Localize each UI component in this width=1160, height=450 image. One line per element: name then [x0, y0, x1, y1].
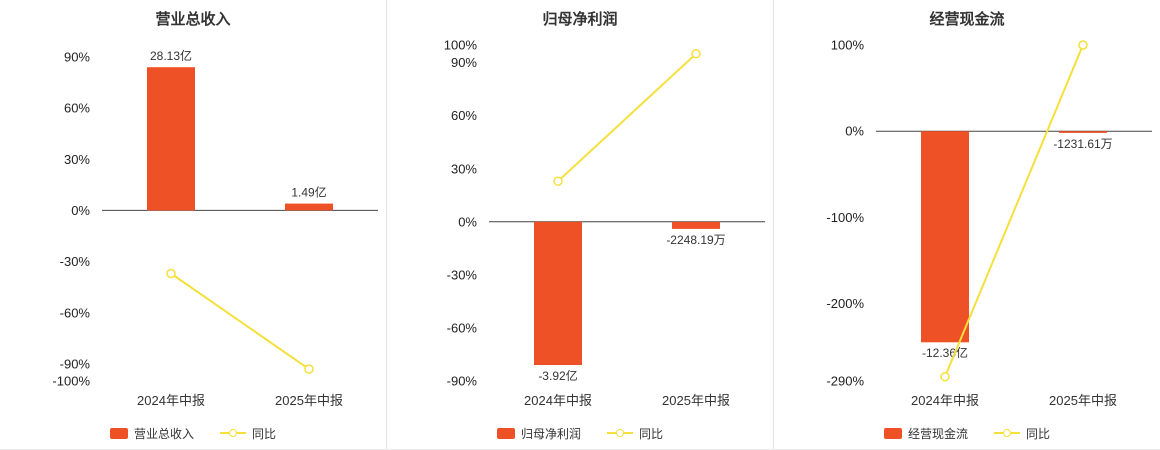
- svg-text:90%: 90%: [451, 55, 477, 70]
- legend-net-profit: 归母净利润 同比: [496, 421, 663, 445]
- svg-text:2025年中报: 2025年中报: [275, 393, 343, 408]
- svg-text:-290%: -290%: [826, 374, 864, 389]
- svg-text:2024年中报: 2024年中报: [524, 393, 592, 408]
- svg-text:-60%: -60%: [60, 305, 91, 320]
- line-marker-icon: [607, 428, 633, 437]
- legend-operating-cash-flow: 经营现金流 同比: [883, 421, 1050, 445]
- legend-item-revenue-bar[interactable]: 营业总收入: [109, 425, 194, 442]
- net-profit-chart[interactable]: 100% 90% 60% 30% 0% -30% -60% -90% -3.92亿 -2248.1…: [387, 29, 773, 421]
- svg-text:0%: 0%: [458, 214, 477, 229]
- svg-text:2025年中报: 2025年中报: [662, 393, 730, 408]
- line-marker-icon: [994, 428, 1020, 437]
- legend-label-yoy: 同比: [252, 426, 277, 441]
- legend-item-net-profit-yoy[interactable]: 同比: [607, 425, 663, 442]
- svg-text:2025年中报: 2025年中报: [1049, 393, 1117, 408]
- svg-text:60%: 60%: [64, 101, 90, 116]
- svg-text:-200%: -200%: [826, 296, 864, 311]
- svg-text:2024年中报: 2024年中报: [911, 393, 979, 408]
- svg-text:-3.92亿: -3.92亿: [538, 368, 577, 383]
- panel-net-profit: 归母净利润 100% 90% 60% 30% 0% -30% -60% -90% -3.92亿 -…: [386, 0, 773, 449]
- svg-text:90%: 90%: [64, 49, 90, 64]
- svg-text:30%: 30%: [64, 152, 90, 167]
- svg-text:-2248.19万: -2248.19万: [666, 233, 725, 247]
- legend-item-revenue-yoy[interactable]: 同比: [220, 425, 276, 442]
- panel-title-net-profit: 归母净利润: [542, 11, 618, 28]
- svg-text:2024年中报: 2024年中报: [137, 393, 205, 408]
- operating-cash-flow-chart[interactable]: 100% 0% -100% -200% -290% -12.36亿 -1231.61万 202…: [774, 29, 1160, 421]
- bar-swatch-icon: [109, 427, 128, 439]
- circle-marker-icon: [616, 428, 624, 437]
- svg-text:30%: 30%: [451, 161, 477, 176]
- circle-marker-icon: [229, 428, 237, 437]
- svg-text:-30%: -30%: [447, 267, 478, 282]
- panel-title-total-revenue: 营业总收入: [155, 11, 231, 28]
- svg-text:-12.36亿: -12.36亿: [922, 345, 968, 360]
- svg-text:1.49亿: 1.49亿: [291, 185, 326, 200]
- line-marker-icon: [220, 428, 246, 437]
- panel-total-revenue: 营业总收入 90% 60% 30% 0% -30% -60% -90% -100% 28.13亿…: [0, 0, 386, 449]
- svg-text:28.13亿: 28.13亿: [150, 48, 192, 63]
- legend-label-cash-flow: 经营现金流: [907, 426, 968, 441]
- svg-text:-60%: -60%: [447, 320, 478, 335]
- legend-label-yoy: 同比: [639, 426, 664, 441]
- svg-text:0%: 0%: [845, 124, 864, 139]
- panel-title-operating-cash-flow: 经营现金流: [929, 11, 1005, 28]
- svg-text:60%: 60%: [451, 108, 477, 123]
- legend-label-net-profit: 归母净利润: [520, 426, 581, 441]
- svg-text:-100%: -100%: [826, 210, 864, 225]
- total-revenue-chart[interactable]: 90% 60% 30% 0% -30% -60% -90% -100% 28.13亿 1.49亿 2…: [0, 29, 386, 421]
- legend-label-yoy: 同比: [1026, 426, 1051, 441]
- svg-text:100%: 100%: [831, 38, 865, 53]
- svg-text:-1231.61万: -1231.61万: [1053, 137, 1112, 151]
- svg-text:-30%: -30%: [60, 254, 91, 269]
- svg-text:-100%: -100%: [52, 374, 90, 389]
- bar-swatch-icon: [883, 427, 902, 439]
- svg-text:0%: 0%: [71, 203, 90, 218]
- legend-label-revenue: 营业总收入: [133, 426, 194, 441]
- bar-swatch-icon: [496, 427, 515, 439]
- svg-text:-90%: -90%: [447, 374, 478, 389]
- legend-total-revenue: 营业总收入 同比: [109, 421, 276, 445]
- svg-text:-90%: -90%: [60, 356, 91, 371]
- legend-item-cash-flow-yoy[interactable]: 同比: [994, 425, 1050, 442]
- legend-item-net-profit-bar[interactable]: 归母净利润: [496, 425, 581, 442]
- legend-item-cash-flow-bar[interactable]: 经营现金流: [883, 425, 968, 442]
- panel-operating-cash-flow: 经营现金流 100% 0% -100% -200% -290% -12.36亿 -1231.…: [773, 0, 1160, 449]
- circle-marker-icon: [1003, 428, 1011, 437]
- svg-text:100%: 100%: [444, 38, 478, 53]
